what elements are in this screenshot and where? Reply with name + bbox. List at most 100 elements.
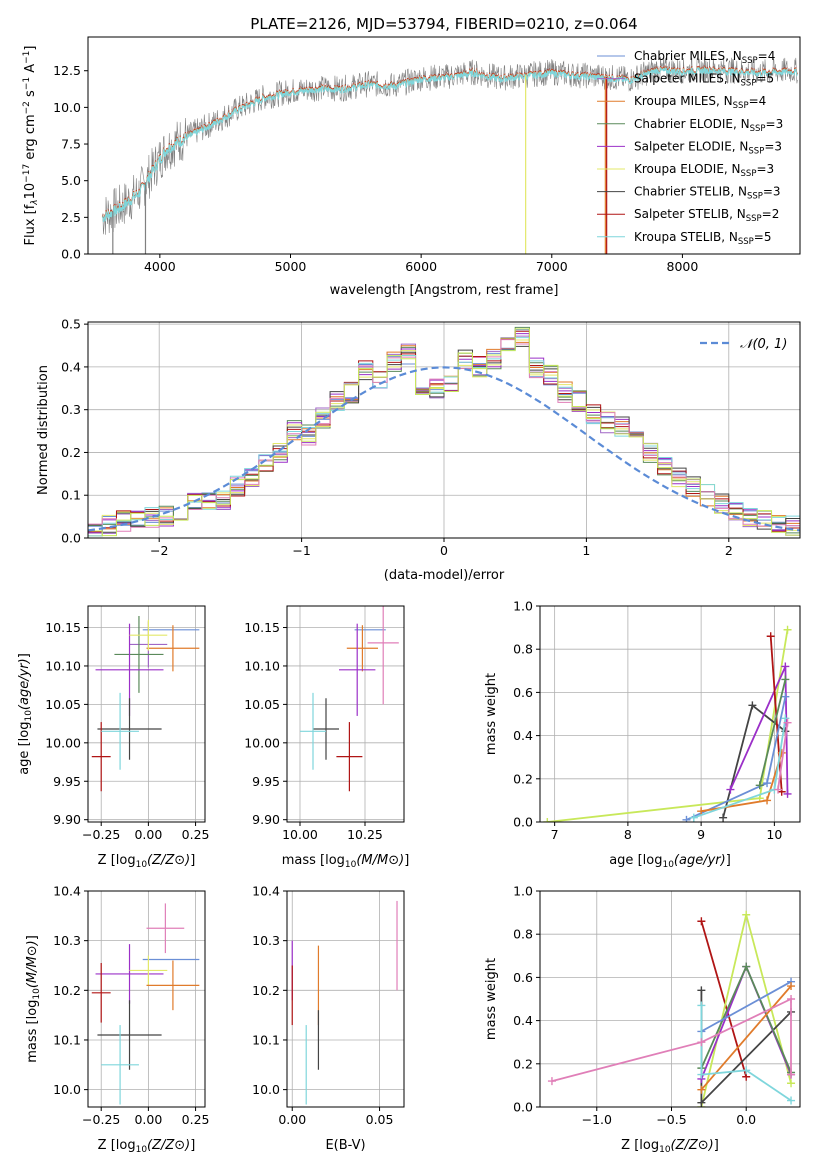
weight-marker bbox=[697, 807, 706, 816]
legend-entry: Chabrier ELODIE, NSSP=3 bbox=[634, 117, 783, 134]
y-tick-label: 10.0 bbox=[252, 1082, 280, 1097]
legend-entry: Kroupa MILES, NSSP=4 bbox=[634, 94, 766, 111]
y-tick-label: 10.4 bbox=[252, 884, 280, 899]
weight-marker bbox=[742, 962, 751, 971]
plot-area bbox=[91, 615, 200, 792]
weight-marker bbox=[763, 779, 772, 788]
legend-entry: Salpeter ELODIE, NSSP=3 bbox=[634, 139, 782, 156]
weight-marker bbox=[742, 910, 751, 919]
y-tick-label: 10.2 bbox=[53, 983, 81, 998]
y-axis-label: Flux [fλ10−17 erg cm−2 s−1 A−1] bbox=[22, 46, 40, 246]
y-tick-label: 0.2 bbox=[513, 1056, 533, 1071]
legend-entry: Salpeter STELIB, NSSP=2 bbox=[634, 207, 779, 224]
x-tick-label: 10.25 bbox=[347, 827, 383, 842]
y-tick-label: 0.0 bbox=[61, 531, 81, 546]
weight-marker bbox=[697, 917, 706, 926]
panel-8: −1.0 −0.5 0.0 0.0 0.2 0.4 0.6 0.8 1.0 Z [log10(Z/… bbox=[484, 884, 801, 1155]
x-tick-label: 0.00 bbox=[134, 1112, 162, 1127]
x-tick-label: 7000 bbox=[536, 259, 568, 274]
legend-entry: Chabrier MILES, NSSP=4 bbox=[634, 49, 775, 66]
x-tick-label: 0.05 bbox=[366, 1112, 394, 1127]
panel-5: 7 8 9 10 0.0 0.2 0.4 0.6 0.8 1.0 age [log10(age/yr… bbox=[484, 599, 801, 870]
panel-2: −2 −1 0 1 2 0.0 0.1 0.2 0.3 0.4 0.5 𝒩(0, 1) (data-mo… bbox=[36, 317, 801, 583]
y-tick-label: 1.0 bbox=[513, 884, 533, 899]
legend-entry: Chabrier STELIB, NSSP=3 bbox=[634, 185, 781, 202]
y-tick-label: 9.95 bbox=[252, 774, 280, 789]
weight-line bbox=[700, 980, 792, 1033]
x-axis-label: Z [log10(Z/Z⊙)] bbox=[98, 853, 196, 870]
y-tick-label: 0.0 bbox=[513, 815, 533, 830]
legend-entry: 𝒩(0, 1) bbox=[740, 337, 787, 352]
weight-line bbox=[758, 679, 787, 786]
x-tick-label: −0.25 bbox=[82, 827, 120, 842]
y-tick-label: 0.0 bbox=[61, 247, 81, 262]
weight-marker bbox=[763, 796, 772, 805]
y-tick-label: 10.05 bbox=[244, 697, 280, 712]
plot-area bbox=[101, 56, 798, 254]
x-tick-label: 0.25 bbox=[182, 1112, 210, 1127]
y-tick-label: 7.5 bbox=[61, 137, 81, 152]
x-axis-label: wavelength [Angstrom, rest frame] bbox=[330, 283, 559, 298]
x-tick-label: 8 bbox=[624, 827, 632, 842]
x-tick-label: −1.0 bbox=[582, 1112, 612, 1127]
y-tick-label: 10.3 bbox=[252, 933, 280, 948]
panel-6: −0.25 0.00 0.25 10.0 10.1 10.2 10.3 10.4 Z [log1… bbox=[25, 884, 209, 1156]
x-tick-label: 0.25 bbox=[182, 827, 210, 842]
y-tick-label: 10.1 bbox=[252, 1032, 280, 1047]
y-tick-label: 0.4 bbox=[513, 728, 533, 743]
x-tick-label: 0.0 bbox=[736, 1112, 756, 1127]
axes-frame bbox=[87, 605, 206, 823]
x-tick-label: 10 bbox=[766, 827, 782, 842]
legend-entry: Salpeter MILES, NSSP=5 bbox=[634, 72, 774, 89]
plot-area bbox=[543, 625, 792, 822]
plot-area bbox=[547, 910, 796, 1107]
normal-curve bbox=[88, 366, 800, 532]
weight-marker bbox=[697, 1098, 706, 1107]
y-tick-label: 10.2 bbox=[252, 983, 280, 998]
weight-marker bbox=[787, 1079, 796, 1088]
weight-marker bbox=[787, 1070, 796, 1079]
histogram-lime bbox=[88, 328, 800, 537]
weight-marker bbox=[719, 813, 728, 822]
weight-line bbox=[700, 920, 748, 1078]
x-tick-label: 0.00 bbox=[134, 827, 162, 842]
y-tick-label: 0.1 bbox=[61, 488, 81, 503]
weight-marker bbox=[774, 785, 783, 794]
plot-area bbox=[300, 606, 399, 792]
y-tick-label: 0.2 bbox=[513, 771, 533, 786]
legend-entry: Kroupa ELODIE, NSSP=3 bbox=[634, 162, 774, 179]
y-tick-label: 0.8 bbox=[513, 927, 533, 942]
y-axis-label: mass [log10(M/M⊙)] bbox=[25, 935, 42, 1063]
weight-marker bbox=[697, 1038, 706, 1047]
weight-marker bbox=[726, 785, 735, 794]
y-tick-label: 2.5 bbox=[61, 210, 81, 225]
y-tick-label: 0.6 bbox=[513, 970, 533, 985]
weight-marker bbox=[787, 1096, 796, 1105]
y-tick-label: 10.0 bbox=[53, 100, 81, 115]
y-tick-label: 10.15 bbox=[244, 620, 280, 635]
x-tick-label: 4000 bbox=[144, 259, 176, 274]
y-tick-label: 0.4 bbox=[61, 359, 81, 374]
x-tick-label: 5000 bbox=[275, 259, 307, 274]
x-tick-label: 6000 bbox=[405, 259, 437, 274]
x-tick-label: 10.00 bbox=[282, 827, 318, 842]
weight-marker bbox=[543, 818, 552, 822]
y-tick-label: 10.1 bbox=[53, 1032, 81, 1047]
y-tick-label: 12.5 bbox=[53, 63, 81, 78]
y-tick-label: 10.3 bbox=[53, 933, 81, 948]
axes-frame bbox=[286, 890, 405, 1108]
x-tick-label: 8000 bbox=[667, 259, 699, 274]
axes-frame bbox=[539, 605, 801, 823]
weight-marker bbox=[787, 995, 796, 1003]
y-tick-label: 10.10 bbox=[45, 658, 81, 673]
weight-marker bbox=[697, 1001, 706, 1010]
weight-marker bbox=[781, 675, 790, 684]
weight-marker bbox=[755, 781, 764, 790]
panel-7: 0.00 0.05 10.0 10.1 10.2 10.3 10.4 E(B-V) bbox=[252, 884, 405, 1153]
y-tick-label: 0.4 bbox=[513, 1013, 533, 1028]
y-tick-label: 10.00 bbox=[244, 735, 280, 750]
plot-area bbox=[291, 900, 398, 1105]
x-tick-label: −1 bbox=[292, 543, 310, 558]
y-tick-label: 10.05 bbox=[45, 697, 81, 712]
x-axis-label: Z [log10(Z/Z⊙)] bbox=[621, 1138, 719, 1155]
